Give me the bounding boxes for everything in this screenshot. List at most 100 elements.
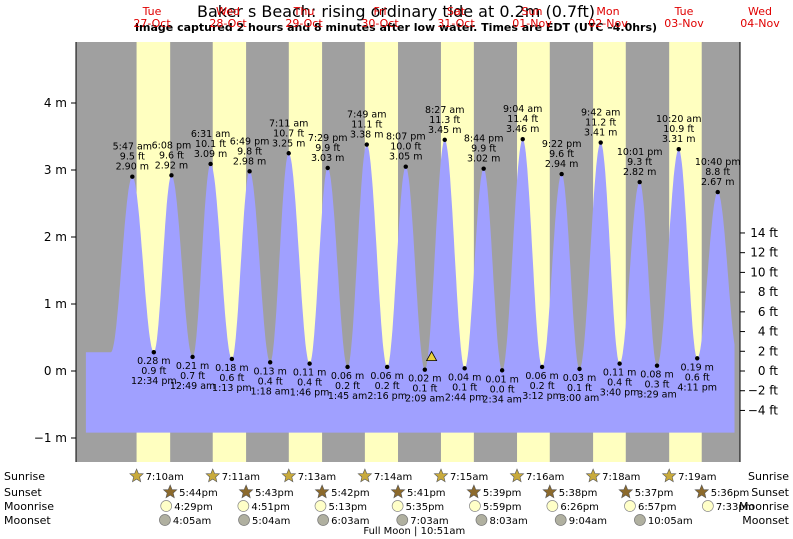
sunrise-time: 7:14am [374, 472, 412, 483]
date-label: 29-Oct [285, 17, 323, 30]
extreme-dot [384, 364, 390, 370]
low-tide-time: 1:46 pm [290, 388, 330, 399]
high-tide-feet: 10.9 ft [663, 124, 694, 135]
extreme-dot [267, 360, 273, 365]
extreme-dot [422, 367, 428, 372]
moonset-icon [475, 514, 488, 526]
low-tide-time: 3:12 pm [522, 391, 562, 402]
tide-area [85, 139, 735, 433]
extreme-dot [462, 366, 467, 371]
moonrise-time: 6:26pm [560, 502, 599, 513]
high-tide-meters: 2.98 m [233, 156, 266, 167]
right-axis-tick-label: 4 ft [758, 325, 778, 339]
low-tide-meters: 0.06 m [370, 371, 403, 382]
extreme-dot [345, 364, 350, 370]
extreme-dot [654, 363, 660, 368]
moonset-icon [554, 514, 567, 526]
high-tide-feet: 10.0 ft [390, 142, 421, 153]
sunset-time: 5:44pm [179, 488, 218, 499]
low-tide-feet: 0.3 ft [645, 380, 670, 391]
high-tide-time: 7:49 am [347, 110, 386, 121]
high-tide-feet: 11.2 ft [585, 118, 616, 129]
sunset-time: 5:37pm [635, 488, 674, 499]
sunset-time: 5:36pm [711, 488, 750, 499]
sunrise-icon [129, 468, 144, 483]
right-axis-tick-label: −4 ft [748, 403, 779, 417]
sunrise-icon [509, 468, 525, 483]
date-label: 27-Oct [133, 17, 171, 30]
date-label: 31-Oct [437, 17, 475, 30]
extreme-dot [190, 354, 195, 360]
moonrise-icon [624, 500, 636, 512]
right-axis-tick-label: 12 ft [750, 246, 778, 260]
right-axis-tick-label: 10 ft [750, 265, 778, 279]
day-of-week-label: Mon [596, 5, 619, 18]
high-tide-time: 9:04 am [503, 104, 542, 115]
sunset-icon [466, 484, 482, 499]
extreme-dot [169, 173, 174, 178]
moonset-time: 6:03am [331, 516, 369, 527]
moonrise-time: 7:33pm [716, 502, 755, 513]
sunset-icon [238, 484, 254, 499]
low-tide-meters: 0.04 m [448, 372, 481, 383]
moonset-icon [317, 514, 330, 526]
high-tide-time: 10:40 pm [695, 157, 741, 168]
extreme-dot [676, 147, 681, 152]
sunrise-icon [205, 468, 221, 483]
extreme-dot [520, 136, 525, 142]
high-tide-feet: 11.1 ft [351, 120, 382, 131]
extreme-dot [598, 140, 603, 145]
moonrise-time: 5:13pm [328, 502, 367, 513]
moonrise-icon [160, 500, 173, 512]
low-tide-meters: 0.19 m [681, 362, 714, 373]
row-label-right: Moonrise [739, 500, 789, 513]
extreme-dot [307, 361, 312, 366]
right-axis-tick-label: −2 ft [748, 384, 779, 398]
low-tide-feet: 0.7 ft [180, 371, 205, 382]
row-label-right: Sunrise [748, 470, 789, 483]
high-tide-meters: 3.25 m [272, 138, 305, 149]
high-tide-meters: 2.82 m [623, 167, 656, 178]
low-tide-feet: 0.1 ft [412, 384, 437, 395]
sunset-time: 5:39pm [483, 488, 522, 499]
extreme-dot [364, 142, 369, 147]
low-tide-time: 3:29 am [637, 390, 676, 401]
sunrise-icon [357, 468, 373, 483]
sunset-icon [162, 484, 178, 499]
low-tide-feet: 0.1 ft [567, 383, 592, 394]
sunrise-icon [281, 468, 297, 483]
high-tide-time: 6:49 pm [230, 136, 270, 147]
sunrise-time: 7:15am [450, 472, 488, 483]
extreme-dot [247, 169, 252, 174]
high-tide-feet: 11.3 ft [429, 115, 460, 126]
moonset-time: 8:03am [489, 516, 527, 527]
high-tide-time: 6:31 am [191, 129, 230, 140]
high-tide-feet: 8.8 ft [705, 167, 730, 178]
sunrise-time: 7:11am [222, 472, 260, 483]
low-tide-time: 2:44 pm [445, 392, 485, 403]
low-tide-meters: 0.21 m [176, 361, 209, 372]
day-of-week-label: Tue [142, 5, 162, 18]
sunrise-icon [585, 468, 601, 483]
left-axis-tick-label: −1 m [34, 431, 67, 445]
extreme-dot [617, 361, 622, 366]
row-label-left: Sunset [4, 486, 42, 499]
low-tide-meters: 0.18 m [215, 363, 248, 374]
high-tide-feet: 9.9 ft [471, 144, 496, 155]
high-tide-meters: 2.67 m [701, 177, 734, 188]
sunrise-icon [661, 468, 677, 483]
low-tide-time: 1:45 am [328, 391, 367, 402]
moonset-time: 5:04am [252, 516, 290, 527]
row-label-left: Sunrise [4, 470, 45, 483]
extreme-dot [286, 151, 291, 156]
high-tide-time: 10:20 am [656, 114, 701, 125]
moonset-icon [634, 514, 646, 526]
low-tide-meters: 0.06 m [525, 371, 558, 382]
high-tide-feet: 9.5 ft [120, 152, 145, 163]
extreme-dot [130, 174, 135, 179]
day-of-week-label: Fri [373, 5, 386, 18]
sunset-time: 5:41pm [407, 488, 446, 499]
low-tide-feet: 0.6 ft [219, 373, 244, 384]
sunrise-icon [433, 468, 449, 483]
